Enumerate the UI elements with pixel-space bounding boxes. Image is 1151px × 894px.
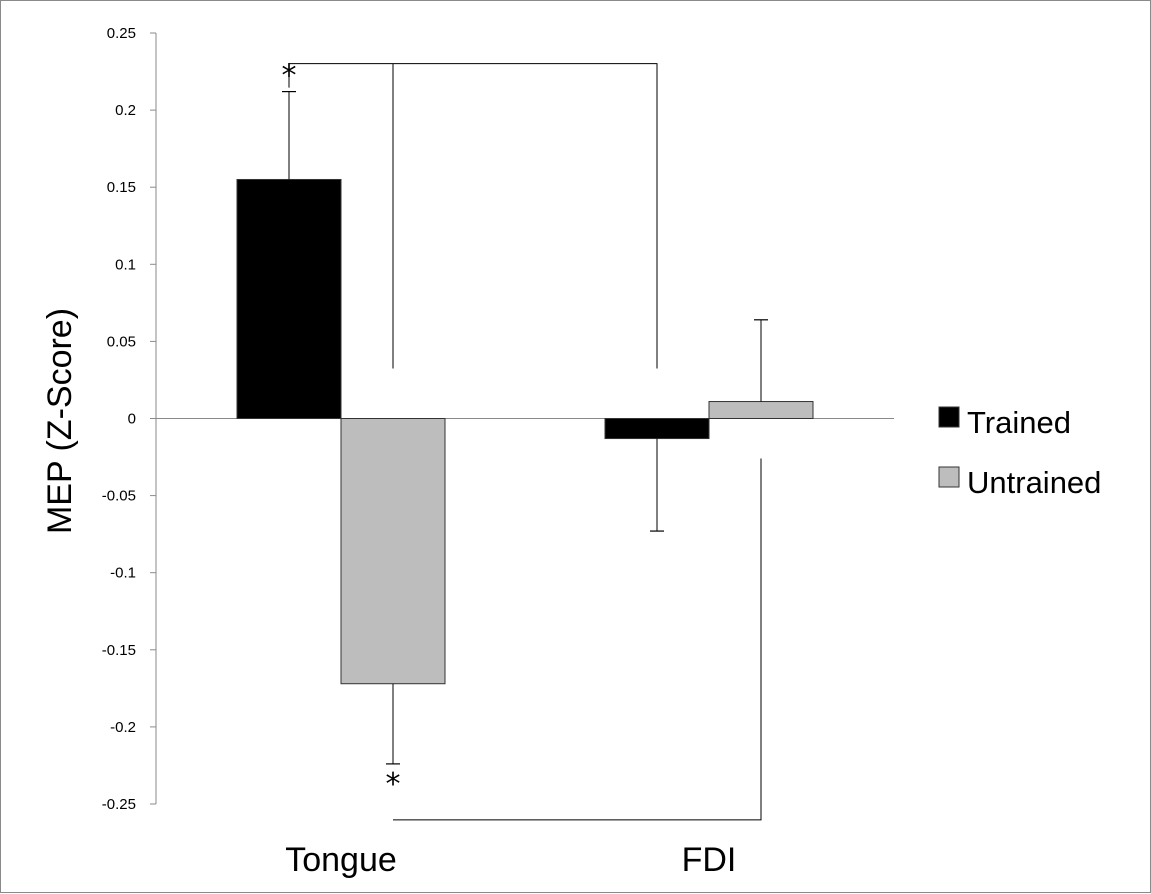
x-category-labels: Tongue FDI [285, 841, 736, 879]
legend-label-trained: Trained [967, 405, 1071, 440]
y-tick-label: 0.1 [115, 256, 136, 273]
y-tick-label: -0.05 [102, 488, 136, 505]
error-bars [282, 90, 768, 765]
y-tick-labels: 0.25 0.2 0.15 0.1 0.05 0 -0.05 -0.1 -0.15 -0.2 -0.… [102, 25, 136, 813]
y-tick-label: 0.15 [107, 179, 136, 196]
y-tick-label: 0.25 [107, 25, 136, 42]
x-category-label: FDI [682, 841, 737, 879]
legend-label-untrained: Untrained [967, 465, 1101, 500]
bar-trained-fdi [604, 418, 710, 440]
significance-bracket [288, 63, 658, 369]
y-tick-label: 0.2 [115, 102, 136, 119]
x-category-label: Tongue [285, 841, 397, 879]
y-tick-label: -0.15 [102, 642, 136, 659]
legend-swatch-untrained [938, 466, 960, 488]
significance-star: * [386, 767, 401, 802]
significance-brackets: ** [282, 59, 762, 821]
y-tick-label: -0.25 [102, 796, 136, 813]
bars [236, 178, 814, 685]
y-tick-label: 0 [128, 411, 136, 428]
y-axis-label: MEP (Z-Score) [41, 308, 79, 534]
bar-trained-tongue [236, 178, 342, 419]
legend: Trained Untrained [938, 405, 1101, 500]
y-tick-label: -0.2 [110, 719, 136, 736]
significance-bracket [393, 458, 762, 821]
bar-untrained-fdi [708, 401, 814, 419]
y-tick-label: -0.1 [110, 565, 136, 582]
y-tick-label: 0.05 [107, 333, 136, 350]
legend-swatch-trained [938, 406, 960, 428]
bar-untrained-tongue [340, 418, 446, 685]
